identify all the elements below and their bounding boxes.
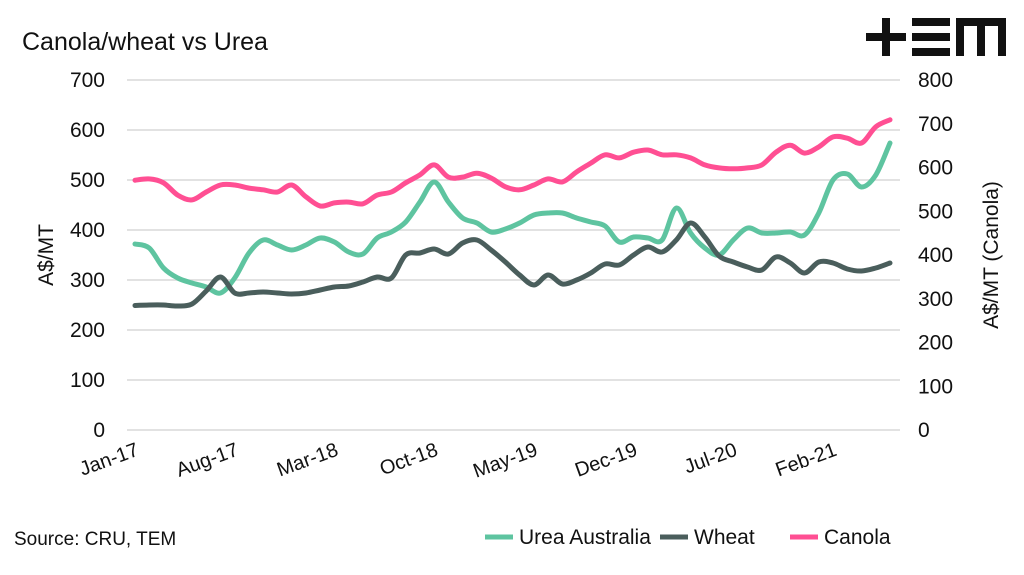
- y-left-tick-label: 700: [70, 69, 105, 92]
- x-tick-label: Aug-17: [173, 439, 241, 482]
- y-left-tick-label: 400: [70, 219, 105, 242]
- x-tick-label: Dec-19: [572, 439, 640, 482]
- y-left-tick-label: 0: [93, 419, 105, 442]
- y-right-tick-label: 500: [918, 200, 953, 223]
- series-line-urea-australia: [132, 140, 893, 296]
- y-left-tick-label: 100: [70, 369, 105, 392]
- y-right-tick-label: 200: [918, 332, 953, 355]
- y-right-tick-label: 700: [918, 113, 953, 136]
- series-line-wheat: [132, 220, 893, 309]
- y-axis-left-ticks: 0 100 200 300 400 500 600 700: [70, 69, 105, 442]
- y-left-tick-label: 500: [70, 169, 105, 192]
- gridlines: [127, 79, 900, 431]
- source-note: Source: CRU, TEM: [14, 529, 176, 550]
- tem-logo: [866, 18, 1006, 56]
- y-right-tick-label: 800: [918, 69, 953, 92]
- y-axis-left-label: A$/MT: [35, 224, 58, 286]
- x-axis-ticks: Jan-17 Aug-17 Mar-18 Oct-18 May-19 Dec-19 Jul-…: [77, 439, 840, 482]
- series-line-canola: [132, 117, 893, 209]
- y-right-tick-label: 600: [918, 157, 953, 180]
- x-tick-label: Jan-17: [77, 439, 142, 481]
- y-axis-right-ticks: 0 100 200 300 400 500 600 700 800: [918, 69, 953, 442]
- x-tick-label: Mar-18: [274, 439, 341, 481]
- chart-title: Canola/wheat vs Urea: [22, 28, 268, 56]
- y-left-tick-label: 300: [70, 269, 105, 292]
- x-tick-label: Feb-21: [773, 439, 840, 481]
- x-tick-label: Oct-18: [377, 439, 441, 480]
- legend: Urea Australia Wheat Canola: [485, 526, 891, 549]
- series-lines: [132, 117, 893, 309]
- y-right-tick-label: 300: [918, 288, 953, 311]
- y-left-tick-label: 200: [70, 319, 105, 342]
- y-right-tick-label: 400: [918, 244, 953, 267]
- y-axis-right-label: A$/MT (Canola): [980, 181, 1003, 329]
- x-tick-label: Jul-20: [681, 439, 740, 478]
- y-left-tick-label: 600: [70, 119, 105, 142]
- x-tick-label: May-19: [470, 439, 540, 482]
- y-right-tick-label: 100: [918, 375, 953, 398]
- y-right-tick-label: 0: [918, 419, 930, 442]
- legend-label: Canola: [824, 526, 891, 549]
- legend-label: Urea Australia: [519, 526, 651, 549]
- legend-label: Wheat: [694, 526, 755, 549]
